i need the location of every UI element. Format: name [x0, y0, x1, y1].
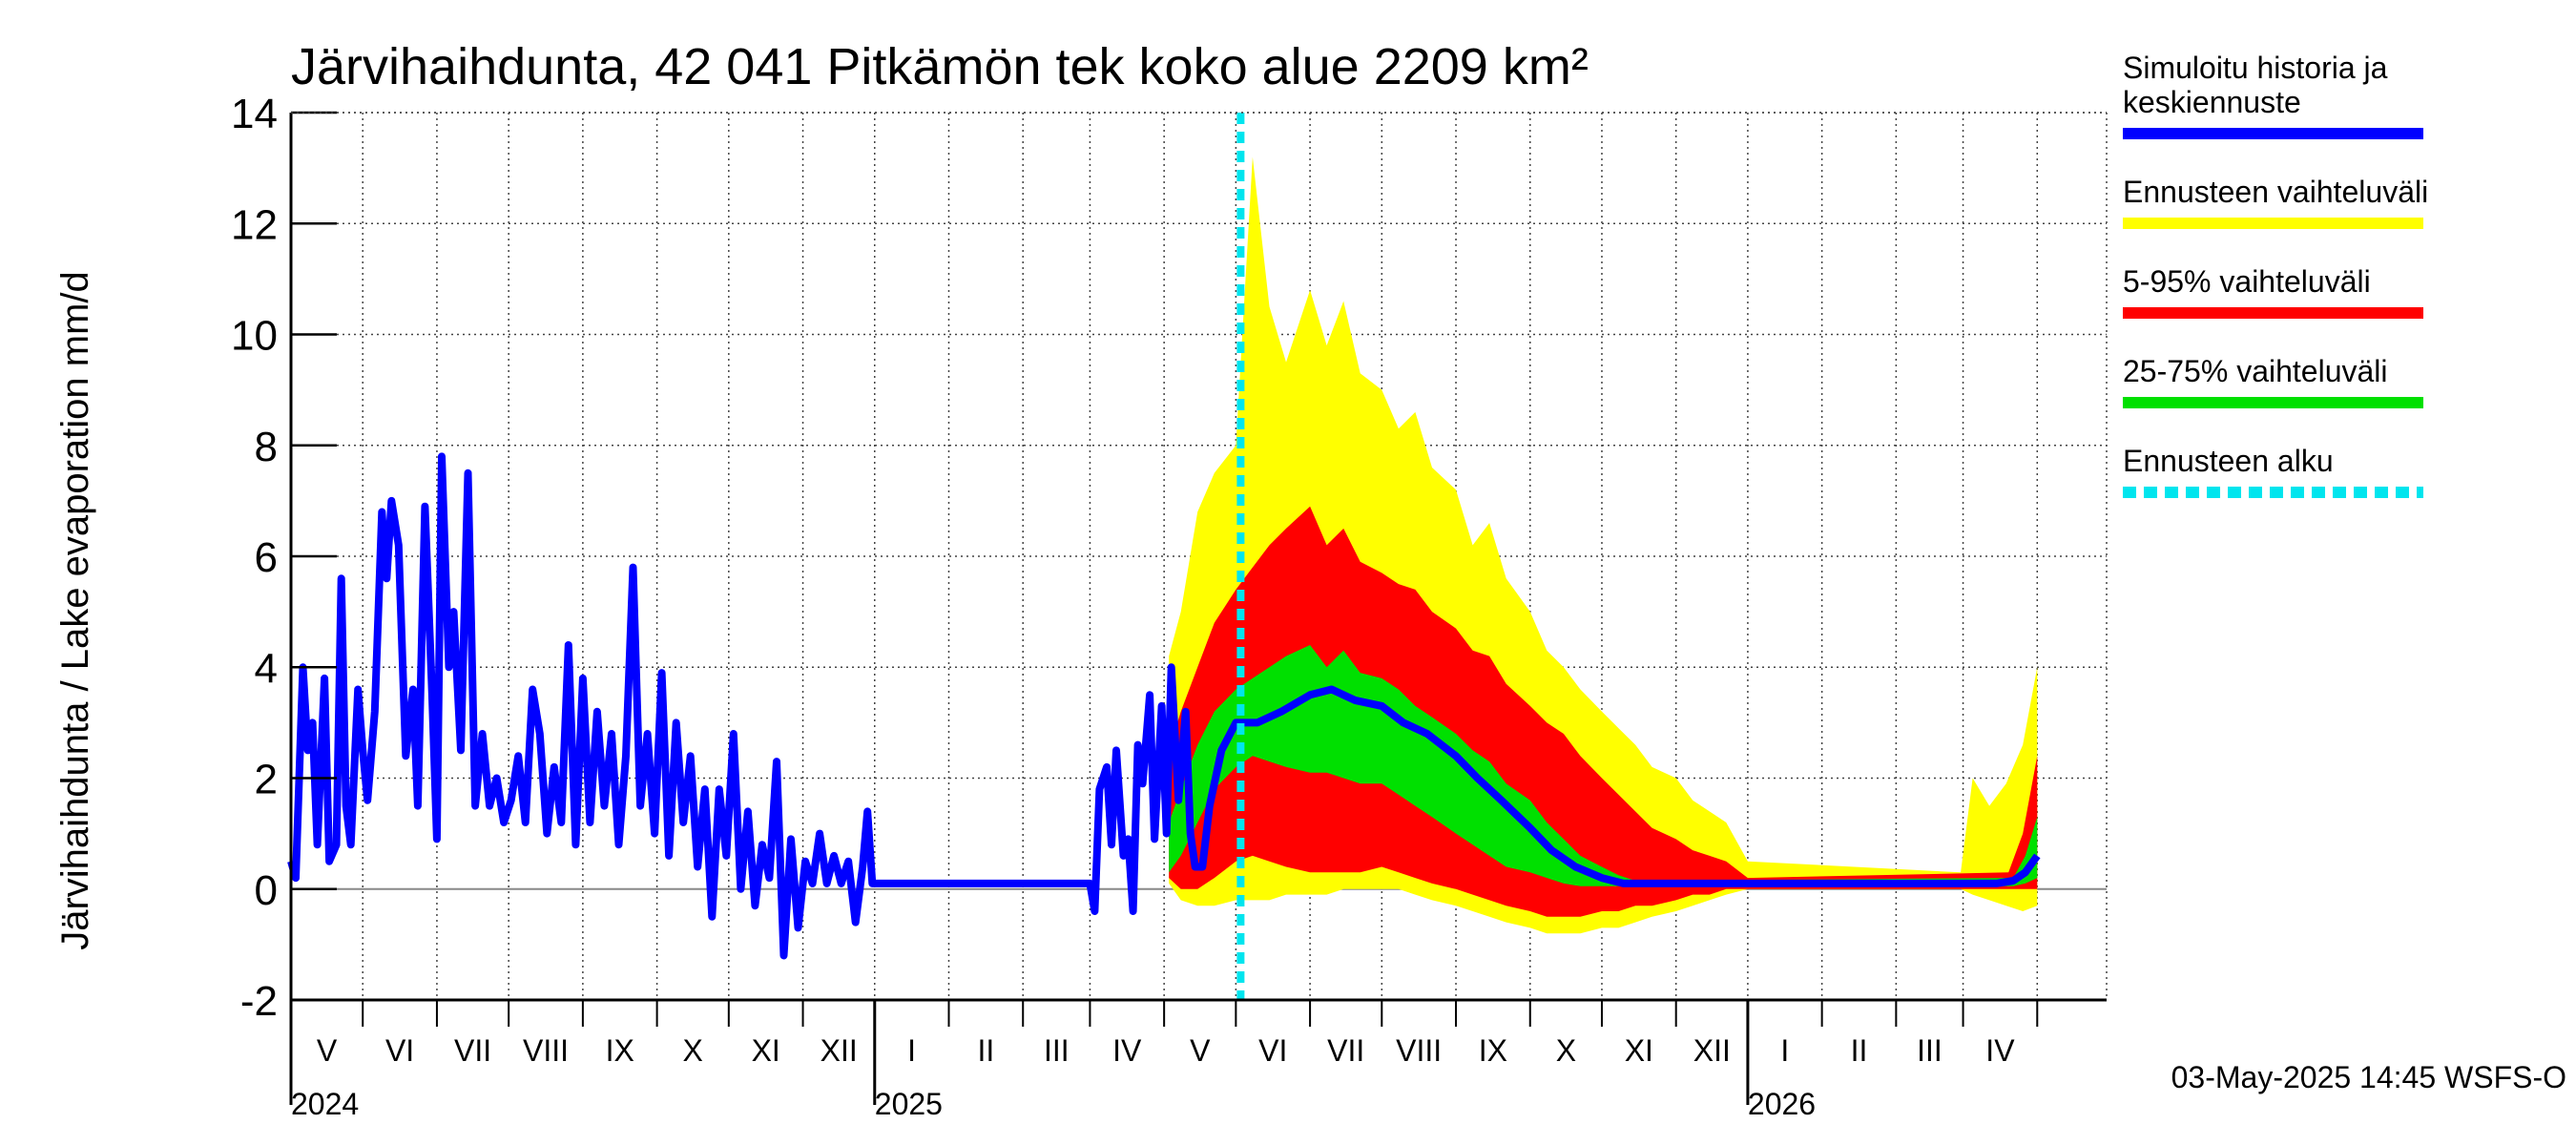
x-tick-labels: V VI VII VIII IX X XI XII I II III IV V VI VII VIII IX X X…	[291, 1033, 2015, 1121]
y-tick-label: 4	[255, 645, 278, 692]
month-label: XII	[1693, 1033, 1731, 1068]
legend-label: keskiennuste	[2123, 85, 2301, 119]
legend-label: Ennusteen alku	[2123, 444, 2334, 478]
month-label: VII	[454, 1033, 491, 1068]
y-tick-label: -2	[240, 978, 278, 1025]
month-label: I	[1780, 1033, 1789, 1068]
y-tick-label: 10	[231, 313, 278, 360]
year-label: 2025	[875, 1087, 943, 1121]
month-label: XI	[1625, 1033, 1653, 1068]
legend-label: 5-95% vaihteluväli	[2123, 264, 2371, 299]
month-label: X	[1556, 1033, 1576, 1068]
month-label: III	[1917, 1033, 1942, 1068]
legend-label: 25-75% vaihteluväli	[2123, 354, 2388, 388]
month-label: XII	[821, 1033, 858, 1068]
month-label: IV	[1985, 1033, 2015, 1068]
y-tick-label: 6	[255, 534, 278, 581]
month-label: I	[907, 1033, 916, 1068]
month-label: IX	[1479, 1033, 1507, 1068]
y-tick-label: 12	[231, 201, 278, 248]
y-axis-label: Järvihaihdunta / Lake evaporation mm/d	[54, 271, 96, 950]
month-label: X	[683, 1033, 703, 1068]
year-label: 2024	[291, 1087, 359, 1121]
legend-label: Ennusteen vaihteluväli	[2123, 175, 2428, 209]
data-series	[287, 452, 2041, 960]
axes	[289, 111, 2108, 1105]
y-tick-label: 8	[255, 424, 278, 470]
month-label: IV	[1112, 1033, 1142, 1068]
chart-title: Järvihaihdunta, 42 041 Pitkämön tek koko…	[291, 38, 1589, 95]
y-tick-label: 0	[255, 867, 278, 914]
y-tick-labels: -2 0 2 4 6 8 10 12 14	[231, 91, 278, 1025]
timestamp-label: 03-May-2025 14:45 WSFS-O	[2171, 1060, 2566, 1094]
month-label: III	[1044, 1033, 1070, 1068]
month-label: VII	[1327, 1033, 1364, 1068]
month-label: V	[1190, 1033, 1211, 1068]
legend-label: Simuloitu historia ja	[2123, 51, 2388, 85]
band	[1169, 506, 2038, 917]
month-label: VI	[1258, 1033, 1287, 1068]
series-line	[287, 452, 2041, 960]
month-label: VI	[385, 1033, 414, 1068]
month-label: XI	[752, 1033, 780, 1068]
forecast-bands	[1169, 156, 2038, 934]
y-tick-label: 14	[231, 91, 278, 137]
month-label: II	[977, 1033, 994, 1068]
month-label: IX	[606, 1033, 634, 1068]
year-label: 2026	[1748, 1087, 1816, 1121]
y-tick-label: 2	[255, 757, 278, 803]
month-label: VIII	[1396, 1033, 1442, 1068]
month-label: VIII	[523, 1033, 569, 1068]
month-label: II	[1851, 1033, 1868, 1068]
month-label: V	[317, 1033, 338, 1068]
